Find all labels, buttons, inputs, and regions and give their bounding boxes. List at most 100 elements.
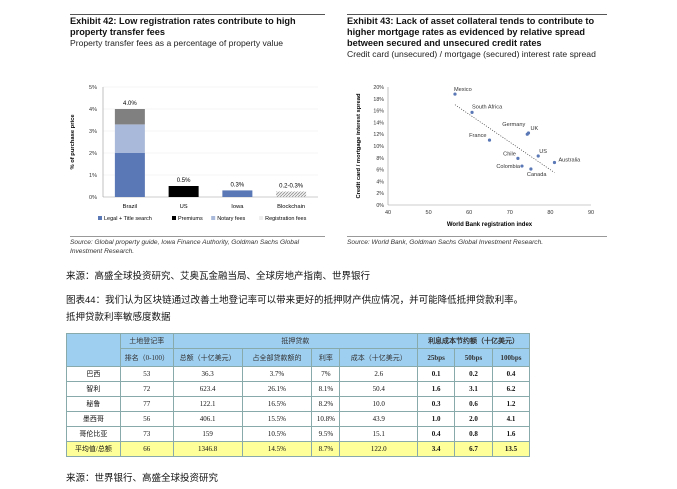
table-cell: 6.2 (491, 381, 531, 397)
x-tick-label: Blockchain (277, 204, 305, 210)
table-cell: 10.0 (339, 396, 419, 412)
table-row: 秘鲁 77 122.1 16.5% 8.2% 10.0 0.3 0.6 1.2 (66, 396, 531, 412)
legend-swatch (98, 216, 102, 220)
y-tick-label: 16% (373, 109, 384, 115)
x-tick-label: 60 (466, 210, 472, 216)
point-label: Germany (502, 122, 525, 128)
data-point (529, 167, 533, 171)
table-cell: 2.6 (339, 366, 419, 382)
bar-segment (114, 109, 145, 125)
table-cell: 77 (119, 396, 174, 412)
footer-source: 来源：世界银行、高盛全球投资研究 (66, 473, 219, 484)
point-label: Mexico (454, 87, 472, 93)
table-cell: 7% (311, 366, 341, 382)
divider (70, 236, 325, 237)
header-cell: 排名（0-100） (119, 348, 174, 367)
divider (347, 14, 607, 15)
table-row: 巴西 53 36.3 3.7% 7% 2.6 0.1 0.2 0.4 (66, 366, 531, 382)
x-tick-label: 50 (426, 210, 432, 216)
table-cell: 0.8 (454, 426, 493, 442)
data-label: 4.0% (123, 101, 137, 107)
y-tick-label: 2% (376, 191, 384, 197)
header-cell: 利率 (311, 348, 341, 367)
x-tick-label: Iowa (231, 204, 244, 210)
data-label: 0.2-0.3% (279, 184, 304, 190)
table-cell: 1.6 (491, 426, 531, 442)
x-tick-label: US (180, 204, 188, 210)
legend-label: Registration fees (265, 216, 307, 222)
point-label: Chile (503, 151, 516, 157)
point-label: Canada (527, 172, 547, 178)
table-cell: 10.5% (241, 426, 313, 442)
data-point (470, 110, 474, 114)
y-tick-label: 3% (89, 129, 97, 135)
y-tick-label: 1% (89, 173, 97, 179)
table-cell: 秘鲁 (66, 396, 121, 412)
header-cell: 土地登记率 (119, 333, 174, 349)
table-cell: 43.9 (339, 411, 419, 427)
exhibit-43-title: Exhibit 43: Lack of asset collateral ten… (347, 16, 595, 48)
table-row: 智利 72 623.4 26.1% 8.1% 50.4 1.6 3.1 6.2 (66, 381, 531, 397)
header-cell: 100bps (491, 348, 531, 367)
exhibit-43-source: Source: World Bank, Goldman Sachs Global… (347, 239, 544, 246)
table-cell: 1.6 (417, 381, 456, 397)
header-cell: 占全部贷款额的 (241, 348, 313, 367)
header-cell: 利息成本节约额（十亿美元） (417, 333, 530, 349)
table-cell: 0.2 (454, 366, 493, 382)
bar-chart: 0% 1% 2% 3% 4% 5% % of purchase price 4.0% Brazi… (70, 85, 318, 222)
table-cell: 0.1 (417, 366, 456, 382)
y-tick-label: 5% (89, 85, 97, 91)
exhibit-43-subtitle: Credit card (unsecured) / mortgage (secu… (347, 49, 596, 59)
y-tick-label: 18% (373, 97, 384, 103)
data-point (516, 156, 520, 160)
bar-segment (222, 190, 253, 197)
table-cell: 0.4 (491, 366, 531, 382)
table-cell: 9.5% (311, 426, 341, 442)
table-cell: 159 (172, 426, 243, 442)
y-tick-label: 8% (376, 156, 384, 162)
table-cell: 3.1 (454, 381, 493, 397)
table-cell: 1.0 (417, 411, 456, 427)
table-cell: 1.2 (491, 396, 531, 412)
table-cell: 72 (119, 381, 174, 397)
x-tick-label: 40 (385, 210, 391, 216)
table-cell: 3.4 (417, 441, 456, 457)
table-cell: 16.5% (241, 396, 313, 412)
table-cell: 8.7% (311, 441, 341, 457)
header-cell (66, 333, 121, 367)
table-cell: 13.5 (491, 441, 531, 457)
legend-label: Legal + Title search (104, 216, 152, 222)
legend-label: Notary fees (217, 216, 245, 222)
figure-44-title: 图表44：我们认为区块链通过改善土地登记率可以带来更好的抵押财产供应情况，并可能… (66, 295, 524, 306)
table-header-row: 土地登记率 抵押贷款 利息成本节约额（十亿美元） (66, 333, 530, 367)
table-cell: 智利 (66, 381, 121, 397)
y-tick-label: 12% (373, 132, 384, 138)
table-cell: 4.1 (491, 411, 531, 427)
table-cell: 0.4 (417, 426, 456, 442)
data-label: 0.3% (231, 182, 245, 188)
y-tick-label: 0% (376, 203, 384, 209)
table-cell: 14.5% (241, 441, 313, 457)
table-cell: 406.1 (172, 411, 243, 427)
table-cell: 巴西 (66, 366, 121, 382)
point-label: South Africa (472, 104, 503, 110)
exhibit-42-subtitle: Property transfer fees as a percentage o… (70, 38, 284, 48)
table-cell: 15.1 (339, 426, 419, 442)
point-label: UK (530, 126, 538, 132)
data-label: 0.5% (177, 178, 191, 184)
y-tick-label: 4% (376, 179, 384, 185)
table-cell: 122.0 (339, 441, 419, 457)
x-axis-label: World Bank registration index (447, 222, 533, 228)
table-cell: 122.1 (172, 396, 243, 412)
data-point (520, 164, 524, 168)
table-row: 哥伦比亚 73 159 10.5% 9.5% 15.1 0.4 0.8 1.6 (66, 426, 531, 442)
bar-segment (114, 153, 145, 197)
exhibit-42-header: Exhibit 42: Low registration rates contr… (70, 16, 328, 49)
scatter-chart: 0% 2% 4% 6% 8% 10% 12% 14% 16% 18% 20% 40 50 60 70 80 90… (356, 85, 594, 228)
point-label: Colombia (496, 164, 521, 170)
bar-segment (114, 124, 145, 153)
legend-swatch (211, 216, 216, 220)
divider (347, 236, 607, 237)
legend-label: Premiums (178, 216, 203, 222)
table-cell: 哥伦比亚 (66, 426, 121, 442)
